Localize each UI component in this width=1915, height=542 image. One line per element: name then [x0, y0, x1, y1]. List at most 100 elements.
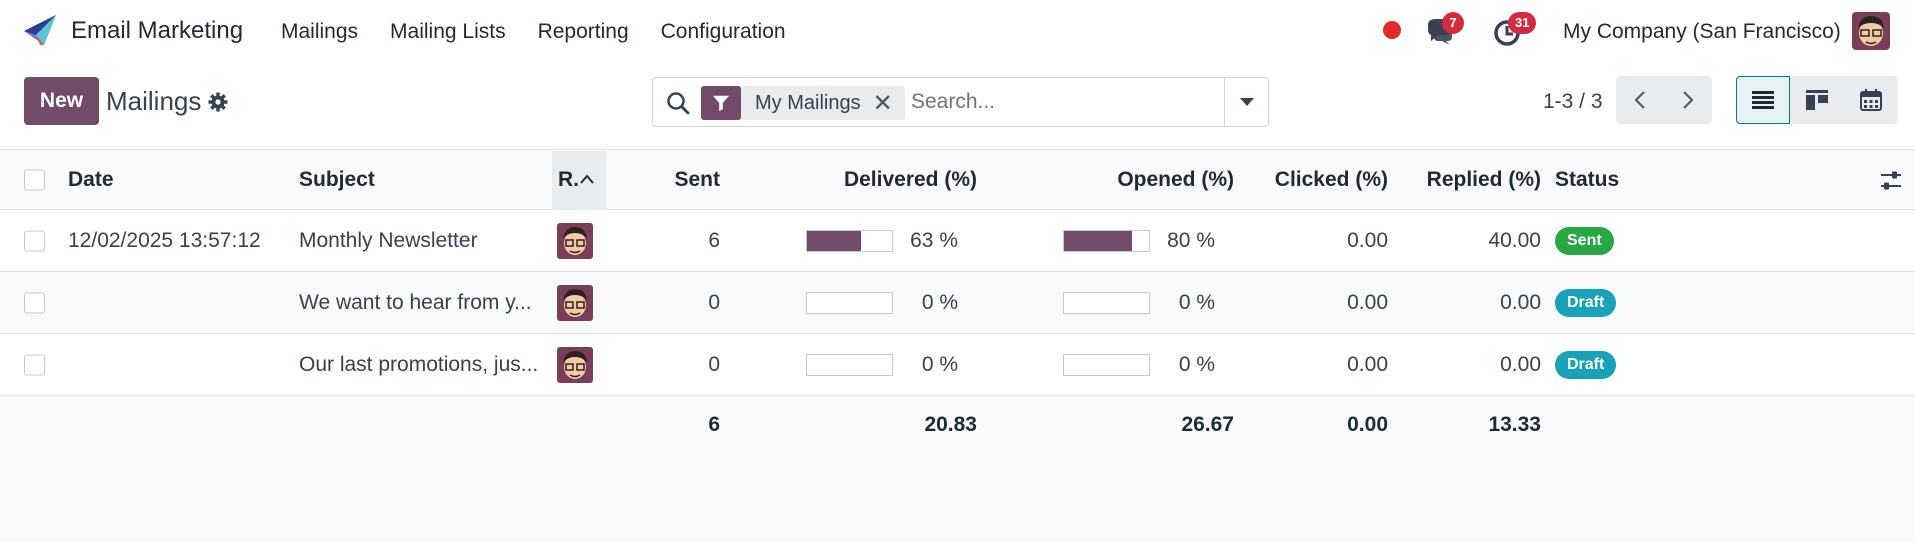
row-opened: 0 %	[1178, 290, 1215, 314]
responsible-avatar[interactable]	[557, 284, 593, 321]
row-responsible	[557, 272, 597, 333]
column-subject[interactable]: Subject	[299, 168, 375, 191]
row-status: Draft	[1555, 272, 1675, 333]
filter-icon	[701, 86, 741, 120]
row-replied: 40.00	[1488, 228, 1541, 252]
row-status: Draft	[1555, 334, 1675, 395]
total-replied: 13.33	[1488, 413, 1541, 436]
row-checkbox[interactable]	[24, 230, 45, 251]
new-button[interactable]: New	[24, 77, 99, 125]
row-responsible	[557, 334, 597, 395]
column-date[interactable]: Date	[68, 168, 114, 191]
total-delivered: 20.83	[924, 413, 977, 436]
column-opened[interactable]: Opened (%)	[1117, 168, 1234, 191]
responsible-avatar[interactable]	[557, 222, 593, 259]
row-clicked: 0.00	[1347, 352, 1388, 376]
pager-buttons	[1616, 76, 1712, 124]
select-all-checkbox[interactable]	[24, 169, 45, 191]
calendar-icon	[1860, 89, 1882, 111]
remove-facet-close-icon[interactable]: ✕	[872, 89, 893, 117]
opened-progress-fill	[1064, 230, 1132, 251]
column-status[interactable]: Status	[1555, 168, 1620, 191]
column-replied[interactable]: Replied (%)	[1426, 168, 1541, 191]
row-opened: 80 %	[1167, 228, 1215, 252]
row-responsible	[557, 210, 597, 271]
menu-reporting[interactable]: Reporting	[537, 20, 629, 43]
responsible-avatar[interactable]	[557, 346, 593, 383]
row-delivered: 0 %	[921, 290, 958, 314]
column-delivered[interactable]: Delivered (%)	[843, 168, 977, 191]
kanban-view-button[interactable]	[1790, 76, 1844, 124]
row-date: 12/02/2025 13:57:12	[68, 228, 261, 252]
delivered-progress-bar	[806, 353, 893, 376]
table-row[interactable]: We want to hear from y... 0 0 % 0 % 0.00…	[0, 272, 1915, 334]
total-clicked: 0.00	[1347, 413, 1388, 436]
view-switcher	[1736, 76, 1898, 124]
chevron-left-icon	[1634, 91, 1645, 109]
row-sent: 0	[708, 352, 720, 376]
top-navbar: Email Marketing Mailings Mailing Lists R…	[0, 0, 1915, 62]
column-clicked[interactable]: Clicked (%)	[1274, 168, 1388, 191]
opened-progress-bar	[1063, 229, 1150, 252]
row-date	[68, 272, 268, 333]
user-avatar[interactable]	[1852, 12, 1890, 50]
column-responsible[interactable]: R.	[558, 168, 578, 191]
facet-label: My Mailings	[755, 91, 861, 114]
status-badge: Draft	[1555, 288, 1617, 317]
column-sent[interactable]: Sent	[674, 168, 720, 191]
row-subject: Our last promotions, jus...	[299, 352, 539, 376]
total-sent: 6	[708, 413, 720, 436]
menu-mailings[interactable]: Mailings	[281, 20, 359, 43]
row-clicked: 0.00	[1347, 228, 1388, 252]
recording-indicator-icon[interactable]	[1383, 21, 1401, 39]
chevron-right-icon	[1683, 91, 1694, 109]
caret-down-icon	[1239, 98, 1254, 106]
row-delivered: 63 %	[910, 228, 958, 252]
search-icon[interactable]	[665, 90, 691, 116]
row-status: Sent	[1555, 210, 1675, 271]
delivered-progress-bar	[806, 291, 893, 314]
delivered-progress-fill	[807, 230, 861, 251]
row-sent: 0	[708, 290, 720, 314]
row-date	[68, 334, 268, 395]
search-facet: My Mailings ✕	[701, 86, 905, 120]
search-bar: My Mailings ✕	[652, 77, 1269, 127]
pager-previous-button[interactable]	[1616, 76, 1664, 124]
row-checkbox[interactable]	[24, 292, 45, 313]
row-opened: 0 %	[1178, 352, 1215, 376]
sort-ascending-chevron-up-icon[interactable]	[580, 174, 594, 184]
table-footer-totals: 6 20.83 26.67 0.00 13.33	[0, 396, 1915, 454]
pager-next-button[interactable]	[1664, 76, 1712, 124]
pager-value[interactable]: 1-3 / 3	[1543, 90, 1603, 113]
row-replied: 0.00	[1500, 352, 1541, 376]
main-menu: Mailings Mailing Lists Reporting Configu…	[281, 20, 818, 44]
control-panel: New Mailings My Mailings ✕	[0, 62, 1915, 150]
email-marketing-logo-icon[interactable]	[22, 13, 58, 47]
activities-badge: 31	[1508, 12, 1537, 34]
menu-configuration[interactable]: Configuration	[660, 20, 786, 43]
search-input[interactable]	[911, 90, 1211, 114]
opened-progress-bar	[1063, 353, 1150, 376]
app-name[interactable]: Email Marketing	[71, 17, 244, 44]
row-clicked: 0.00	[1347, 290, 1388, 314]
mailings-table: Date Subject R. Sent Delivered (%) Opene…	[0, 151, 1915, 454]
menu-mailing-lists[interactable]: Mailing Lists	[390, 20, 506, 43]
messages-badge: 7	[1442, 12, 1464, 34]
total-opened: 26.67	[1181, 413, 1234, 436]
page-title: Mailings	[106, 86, 202, 116]
list-icon	[1752, 91, 1774, 109]
gear-icon[interactable]	[208, 92, 228, 112]
row-sent: 6	[708, 228, 720, 252]
row-checkbox[interactable]	[24, 354, 45, 375]
company-switcher[interactable]: My Company (San Francisco)	[1563, 20, 1841, 43]
list-view-button[interactable]	[1736, 76, 1790, 124]
row-delivered: 0 %	[921, 352, 958, 376]
optional-columns-sliders-icon[interactable]	[1880, 170, 1902, 192]
search-options-toggle[interactable]	[1224, 78, 1268, 126]
status-badge: Sent	[1555, 226, 1614, 255]
kanban-icon	[1806, 90, 1828, 110]
calendar-view-button[interactable]	[1844, 76, 1898, 124]
table-row[interactable]: 12/02/2025 13:57:12 Monthly Newsletter 6…	[0, 210, 1915, 272]
delivered-progress-bar	[806, 229, 893, 252]
table-row[interactable]: Our last promotions, jus... 0 0 % 0 % 0.…	[0, 334, 1915, 396]
